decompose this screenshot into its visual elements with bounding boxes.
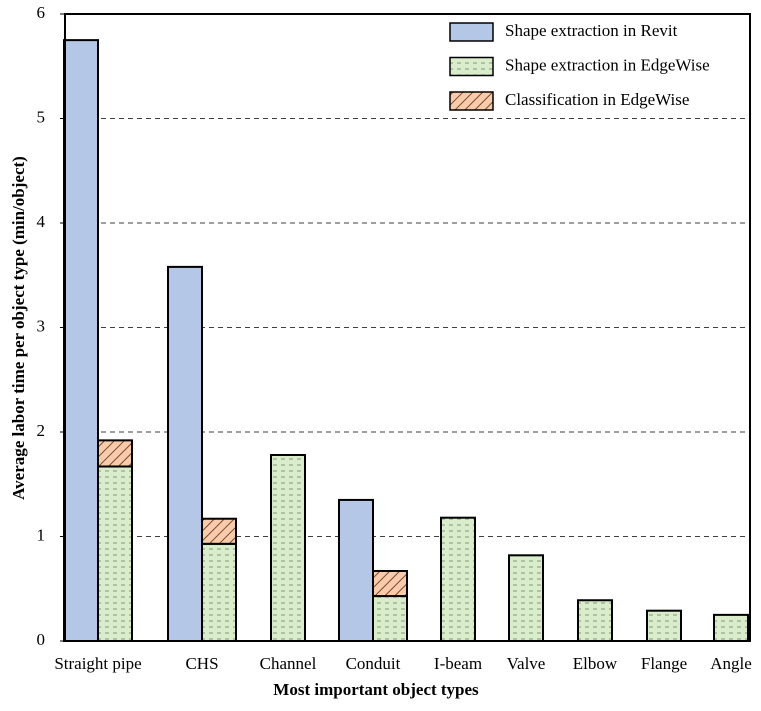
legend-label: Shape extraction in Revit <box>505 21 678 40</box>
bar <box>577 599 613 642</box>
bar <box>270 453 306 642</box>
x-tick-label: CHS <box>185 654 218 673</box>
bar <box>713 613 749 642</box>
x-tick-label: Straight pipe <box>54 654 141 673</box>
legend-swatch <box>449 22 494 42</box>
y-tick-label: 4 <box>37 212 46 231</box>
bar <box>97 465 133 642</box>
y-tick-label: 6 <box>37 3 46 22</box>
bar <box>167 265 203 642</box>
bar <box>440 516 476 642</box>
y-axis-label: Average labor time per object type (min/… <box>9 156 28 500</box>
y-tick-label: 0 <box>37 630 46 649</box>
x-tick-label: I-beam <box>434 654 482 673</box>
x-tick-label: Flange <box>641 654 687 673</box>
plot-frame <box>64 13 751 642</box>
bar <box>97 439 133 468</box>
legend-swatch <box>449 56 494 77</box>
bar <box>201 542 237 642</box>
y-tick-label: 3 <box>37 316 46 335</box>
bar <box>201 517 237 545</box>
bar <box>338 498 374 642</box>
x-tick-label: Angle <box>710 654 752 673</box>
x-tick-label: Elbow <box>573 654 618 673</box>
x-tick-label: Valve <box>507 654 546 673</box>
bar <box>372 595 408 643</box>
x-axis-label: Most important object types <box>273 680 479 699</box>
bar <box>372 569 408 598</box>
legend-label: Shape extraction in EdgeWise <box>505 55 710 74</box>
bar <box>646 609 682 643</box>
legend-label: Classification in EdgeWise <box>505 90 689 109</box>
y-tick-label: 2 <box>37 421 46 440</box>
bar <box>508 554 544 642</box>
y-tick-label: 5 <box>37 107 46 126</box>
y-tick-label: 1 <box>37 525 46 544</box>
x-tick-label: Conduit <box>346 654 401 673</box>
x-tick-label: Channel <box>260 654 317 673</box>
legend-swatch <box>449 91 494 111</box>
bar <box>63 39 99 642</box>
